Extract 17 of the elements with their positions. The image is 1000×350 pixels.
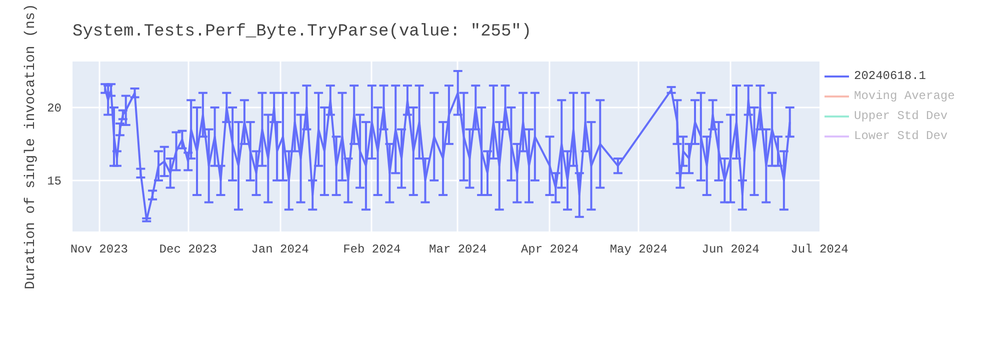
x-tick-label: May 2024 xyxy=(610,242,668,256)
x-tick-label: Dec 2023 xyxy=(159,242,217,256)
x-tick-label: Jan 2024 xyxy=(251,242,309,256)
x-tick-label: Jul 2024 xyxy=(790,242,848,256)
x-tick-label: Jun 2024 xyxy=(702,242,760,256)
x-tick-label: Apr 2024 xyxy=(520,242,579,256)
y-axis-title: Duration of single invocation (ns) xyxy=(23,4,40,290)
x-tick-label: Feb 2024 xyxy=(343,242,401,256)
legend-label: Lower Std Dev xyxy=(854,129,948,143)
x-tick-label: Mar 2024 xyxy=(429,242,487,256)
legend-label: 20240618.1 xyxy=(854,69,926,83)
y-tick-label: 15 xyxy=(47,174,62,188)
y-tick-label: 20 xyxy=(47,101,62,116)
legend-label: Moving Average xyxy=(854,89,955,103)
legend-label: Upper Std Dev xyxy=(854,109,948,123)
x-tick-label: Nov 2023 xyxy=(70,242,128,256)
chart-title: System.Tests.Perf_Byte.TryParse(value: "255") xyxy=(72,22,532,42)
